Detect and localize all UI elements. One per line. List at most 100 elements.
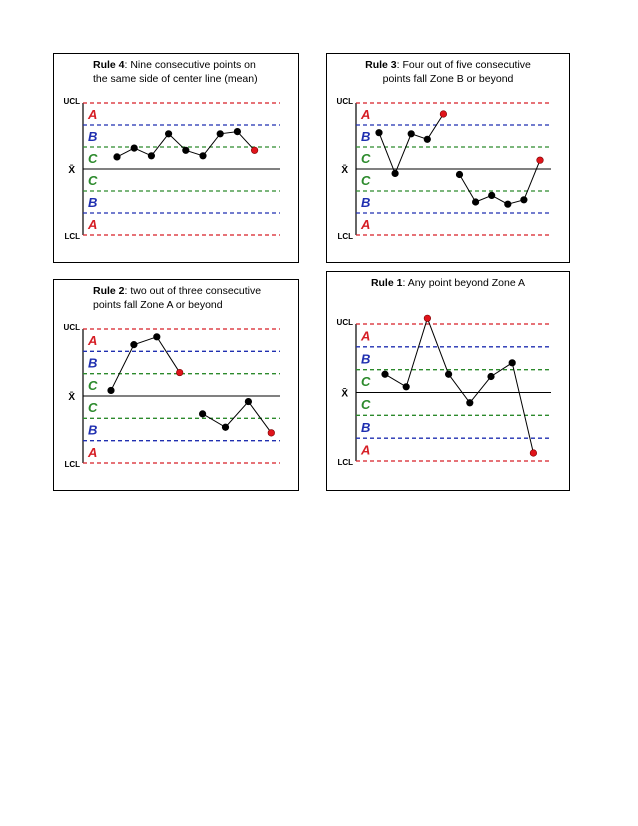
zone-label-a: A (360, 107, 370, 122)
chart-title: Rule 4: Nine consecutive points on the s… (54, 58, 298, 86)
zone-label-a: A (360, 328, 370, 343)
zone-label-a: A (360, 217, 370, 232)
rule-description: : Nine consecutive points on (124, 59, 256, 71)
ucl-label: UCL (337, 318, 354, 327)
data-point (508, 359, 516, 367)
mean-label: X̄ (341, 387, 348, 399)
zone-label-b: B (88, 423, 97, 438)
lcl-label: LCL (337, 458, 353, 467)
flagged-point (439, 110, 447, 118)
data-point (113, 153, 121, 161)
data-point (221, 423, 230, 431)
series-line (459, 160, 541, 205)
chart-panel-rule-1: Rule 1: Any point beyond Zone A UCL LCL X̄… (326, 271, 570, 491)
data-point (375, 129, 383, 137)
rule-name: Rule 3 (365, 59, 397, 71)
data-point (153, 333, 161, 341)
data-point (182, 146, 190, 154)
zone-label-b: B (361, 195, 370, 210)
series-line (110, 336, 181, 391)
rule-description-line2: points fall Zone B or beyond (382, 73, 514, 85)
data-point (391, 169, 399, 177)
ucl-label: UCL (337, 97, 354, 106)
series-line (384, 316, 534, 454)
mean-label: X̄ (68, 391, 75, 403)
rule-description: : Any point beyond Zone A (402, 277, 526, 289)
data-point (402, 383, 410, 391)
data-point (487, 372, 495, 381)
chart-title: Rule 2: two out of three consecutive poi… (54, 284, 298, 312)
data-point (130, 341, 138, 349)
flagged-point (267, 429, 275, 437)
zone-label-a: A (87, 217, 97, 232)
chart-title: Rule 3: Four out of five consecutive poi… (327, 58, 569, 86)
zone-label-a: A (87, 445, 97, 460)
mean-label: X̄ (68, 164, 75, 176)
data-point (407, 130, 415, 138)
data-point (244, 397, 252, 406)
data-point (488, 191, 496, 199)
zone-label-c: C (361, 374, 371, 389)
rule-name: Rule 4 (93, 59, 125, 71)
data-point (164, 130, 173, 138)
chart-panel-rule-4: Rule 4: Nine consecutive points on the s… (53, 53, 299, 263)
data-point (199, 152, 207, 160)
zone-label-c: C (361, 173, 371, 188)
zone-label-a: A (87, 107, 97, 122)
zone-label-b: B (361, 129, 370, 144)
lcl-label: LCL (64, 232, 80, 241)
flagged-point (423, 314, 431, 322)
ucl-label: UCL (64, 323, 81, 332)
chart-title: Rule 1: Any point beyond Zone A (327, 276, 569, 290)
lcl-label: LCL (64, 460, 80, 469)
data-point (466, 399, 474, 407)
data-point (423, 135, 431, 143)
zone-label-c: C (88, 378, 98, 393)
rule-description-line2: points fall Zone A or beyond (93, 299, 223, 311)
zone-label-c: C (88, 400, 98, 415)
zone-label-a: A (360, 443, 370, 458)
flagged-point (536, 156, 544, 164)
data-point (472, 198, 480, 206)
zone-label-c: C (361, 151, 371, 166)
lcl-label: LCL (337, 232, 353, 241)
data-point (107, 386, 115, 395)
series-line (202, 400, 272, 434)
rule-description-line2: the same side of center line (mean) (93, 73, 258, 85)
rule-name: Rule 1 (370, 277, 403, 289)
data-point (233, 127, 241, 136)
rule-description: : Four out of five consecutive (396, 59, 531, 71)
zone-label-a: A (87, 333, 97, 348)
zone-label-b: B (88, 195, 97, 210)
flagged-point (176, 368, 184, 377)
chart-panel-rule-3: Rule 3: Four out of five consecutive poi… (326, 53, 570, 263)
flagged-point (529, 449, 537, 457)
data-point (216, 130, 224, 138)
data-point (199, 410, 207, 418)
zone-label-b: B (361, 351, 370, 366)
data-point (455, 170, 464, 179)
zone-label-c: C (88, 151, 98, 166)
data-point (504, 200, 512, 208)
flagged-point (251, 146, 259, 154)
zone-label-b: B (88, 356, 97, 371)
zone-label-b: B (88, 129, 97, 144)
series-line (378, 113, 444, 175)
zone-label-c: C (88, 173, 98, 188)
chart-panel-rule-2: Rule 2: two out of three consecutive poi… (53, 279, 299, 491)
data-point (444, 370, 453, 378)
rule-name: Rule 2 (93, 285, 125, 297)
data-point (520, 196, 528, 204)
zone-label-c: C (361, 397, 371, 412)
zone-label-b: B (361, 420, 370, 435)
ucl-label: UCL (64, 97, 81, 106)
data-point (130, 144, 138, 152)
data-point (147, 152, 155, 160)
rule-description: : two out of three consecutive (124, 285, 262, 297)
mean-label: X̄ (341, 164, 348, 176)
data-point (381, 370, 389, 378)
